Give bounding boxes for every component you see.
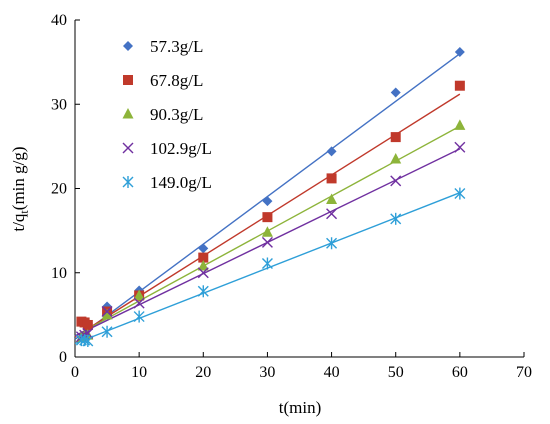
data-point	[390, 87, 401, 98]
data-point	[197, 260, 209, 271]
y-tick-label: 10	[51, 265, 67, 282]
data-point	[390, 175, 402, 187]
legend: 57.3g/L 67.8g/L 90.3g/L 102.9g/L 149.0g/L	[122, 37, 212, 192]
x-tick-label: 60	[452, 364, 468, 381]
legend-item: 102.9g/L	[122, 139, 212, 158]
data-point	[198, 252, 209, 263]
data-point	[133, 289, 145, 300]
legend-label: 90.3g/L	[150, 105, 203, 124]
legend-marker	[122, 142, 134, 154]
legend-label: 102.9g/L	[150, 139, 212, 158]
data-point	[101, 308, 113, 320]
data-point	[326, 146, 337, 157]
x-axis-title: t(min)	[279, 398, 322, 417]
data-point	[262, 196, 273, 207]
legend-item: 67.8g/L	[123, 71, 203, 90]
data-point	[326, 208, 338, 220]
x-tick-label: 20	[195, 364, 211, 381]
legend-marker	[123, 75, 133, 85]
legend-marker	[122, 176, 134, 188]
x-tick-label: 30	[259, 364, 275, 381]
data-point	[82, 319, 93, 330]
data-point	[454, 80, 465, 91]
data-point	[262, 212, 273, 223]
axes: 0 10 20 30 40 50 60 70 0 10 20 30 40	[51, 12, 532, 381]
x-tick-label: 50	[388, 364, 404, 381]
data-point	[390, 132, 401, 143]
data-point	[261, 226, 273, 237]
data-point	[198, 243, 209, 254]
legend-item: 90.3g/L	[122, 105, 203, 124]
x-tick-label: 0	[71, 364, 79, 381]
data-point	[101, 325, 113, 338]
x-ticks: 0 10 20 30 40 50 60 70	[71, 352, 532, 381]
data-point	[454, 187, 466, 200]
y-tick-label: 20	[51, 181, 67, 198]
data-point	[101, 306, 113, 317]
data-points	[75, 47, 466, 347]
data-point	[390, 212, 402, 225]
data-point	[133, 297, 145, 309]
data-point	[454, 141, 466, 153]
data-point	[454, 119, 466, 130]
y-axis-title-prefix: t/q	[9, 213, 28, 231]
legend-label: 67.8g/L	[150, 71, 203, 90]
legend-marker	[123, 41, 133, 51]
legend-item: 149.0g/L	[122, 173, 212, 192]
y-ticks: 0 10 20 30 40	[51, 12, 80, 366]
data-point	[261, 257, 273, 270]
y-axis-title-suffix: (min g/g)	[9, 146, 28, 210]
x-tick-label: 40	[324, 364, 340, 381]
data-point	[82, 334, 94, 347]
x-tick-label: 70	[516, 364, 532, 381]
legend-label: 57.3g/L	[150, 37, 203, 56]
legend-item: 57.3g/L	[123, 37, 203, 56]
legend-label: 149.0g/L	[150, 173, 212, 192]
data-point	[261, 236, 273, 248]
x-tick-label: 10	[131, 364, 147, 381]
y-tick-label: 40	[51, 12, 67, 29]
legend-marker	[122, 108, 134, 119]
y-tick-label: 30	[51, 96, 67, 113]
y-axis-title-subscript: t	[17, 210, 31, 214]
y-tick-label: 0	[59, 349, 67, 366]
y-axis-title: t/qt(min g/g)	[9, 146, 31, 231]
data-point	[197, 285, 209, 298]
data-point	[326, 193, 338, 204]
data-point	[454, 47, 465, 58]
data-point	[326, 237, 338, 250]
data-point	[133, 310, 145, 323]
data-point	[326, 173, 337, 184]
data-point	[197, 267, 209, 279]
data-point	[390, 153, 402, 164]
